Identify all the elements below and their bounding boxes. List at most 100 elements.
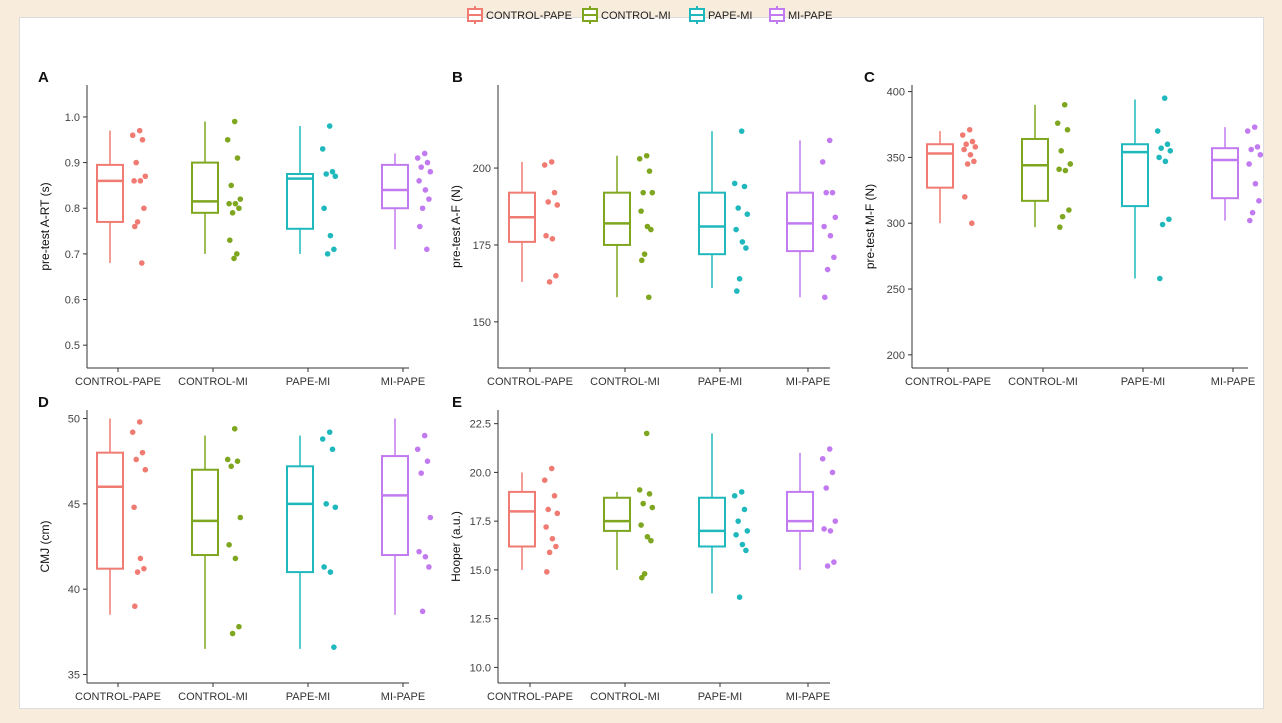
data-point — [1056, 166, 1062, 173]
data-point — [554, 510, 561, 517]
y-tick-label: 45 — [68, 499, 80, 511]
data-point — [319, 436, 326, 442]
data-point — [237, 196, 244, 202]
data-point — [744, 211, 751, 217]
data-point — [226, 541, 232, 548]
data-point — [731, 180, 738, 187]
data-point — [1157, 275, 1163, 282]
box — [96, 451, 124, 570]
data-point — [641, 571, 648, 577]
data-point — [554, 202, 561, 208]
data-point — [1256, 198, 1262, 204]
box — [603, 191, 631, 246]
data-point — [545, 506, 551, 513]
x-tick-label: CONTROL-MI — [178, 691, 248, 703]
data-point — [131, 504, 137, 511]
data-point — [326, 123, 333, 129]
y-tick-label: 20.0 — [470, 467, 491, 479]
data-point — [961, 146, 967, 153]
data-point — [421, 432, 428, 439]
data-point — [541, 162, 548, 168]
data-point — [1249, 209, 1256, 216]
box — [1121, 143, 1149, 208]
data-point — [636, 487, 643, 493]
data-point — [963, 141, 969, 148]
data-point — [321, 564, 327, 570]
data-point — [234, 155, 241, 161]
data-point — [231, 118, 238, 125]
x-tick-label: PAPE-MI — [698, 376, 742, 388]
data-point — [649, 189, 656, 196]
data-point — [1254, 144, 1261, 150]
figure-card — [19, 17, 1264, 709]
data-point — [733, 532, 739, 538]
data-point — [831, 254, 837, 261]
data-point — [132, 223, 138, 230]
data-point — [327, 232, 334, 239]
data-point — [229, 210, 236, 216]
data-point — [131, 178, 137, 184]
panel-label: C — [864, 69, 875, 86]
legend: CONTROL-PAPE CONTROL-MI PAPE-MI MI-PAPE — [467, 6, 832, 24]
data-point — [819, 159, 826, 165]
box — [96, 163, 124, 223]
data-point — [551, 493, 558, 499]
data-point — [427, 514, 434, 521]
data-point — [1246, 161, 1252, 167]
data-point — [418, 470, 425, 476]
data-point — [1164, 141, 1171, 148]
y-tick-label: 50 — [68, 414, 80, 426]
data-point — [829, 189, 836, 196]
data-point — [1064, 126, 1071, 133]
data-point — [228, 463, 234, 470]
legend-label: CONTROL-PAPE — [486, 10, 572, 22]
data-point — [228, 182, 234, 189]
data-point — [643, 430, 650, 437]
box — [698, 496, 726, 548]
data-point — [962, 194, 968, 200]
data-point — [139, 136, 146, 143]
data-point — [641, 251, 648, 257]
legend-label: CONTROL-MI — [601, 10, 671, 22]
data-point — [638, 208, 644, 214]
data-point — [827, 528, 834, 534]
data-point — [414, 446, 421, 453]
data-point — [332, 173, 339, 180]
data-point — [1067, 161, 1074, 167]
data-point — [824, 563, 831, 569]
data-point — [416, 548, 422, 555]
data-point — [967, 151, 974, 158]
y-tick-label: 0.8 — [65, 203, 80, 215]
box — [286, 465, 314, 574]
data-point — [331, 246, 337, 253]
data-point — [829, 469, 836, 476]
data-point — [136, 127, 143, 134]
legend-label: MI-PAPE — [788, 10, 832, 22]
data-point — [418, 164, 425, 170]
y-tick-label: 350 — [887, 152, 905, 164]
data-point — [424, 246, 430, 253]
data-point — [549, 535, 556, 542]
y-tick-label: 150 — [473, 317, 491, 329]
data-point — [139, 260, 145, 266]
data-point — [1058, 148, 1064, 154]
data-point — [129, 429, 136, 435]
data-point — [1066, 207, 1072, 213]
data-point — [549, 236, 556, 242]
data-point — [416, 178, 422, 184]
box — [786, 191, 814, 253]
data-point — [137, 555, 144, 562]
y-tick-label: 250 — [887, 284, 905, 296]
data-point — [231, 255, 237, 262]
data-point — [1257, 151, 1264, 158]
data-point — [1059, 213, 1066, 220]
data-point — [327, 569, 334, 575]
data-point — [553, 543, 559, 550]
data-point — [236, 623, 242, 630]
data-point — [424, 159, 431, 166]
box — [1211, 147, 1239, 200]
data-point — [643, 152, 650, 159]
data-point — [646, 294, 652, 301]
x-tick-label: MI-PAPE — [786, 691, 830, 703]
data-point — [826, 446, 833, 452]
